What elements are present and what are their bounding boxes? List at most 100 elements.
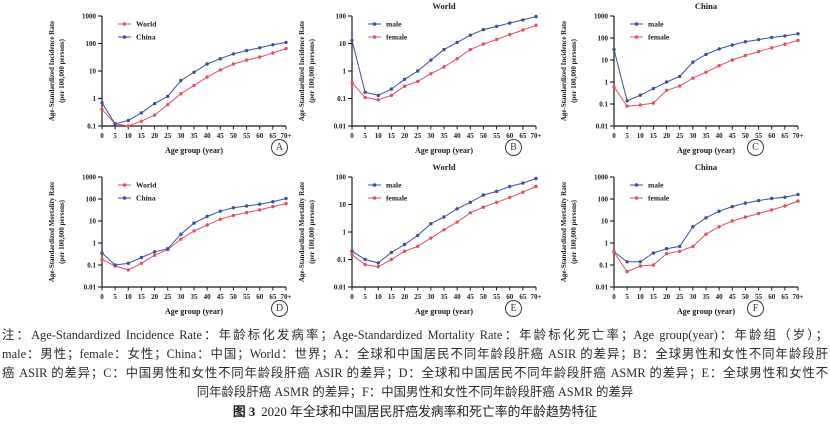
svg-text:female: female — [386, 33, 408, 42]
svg-text:5: 5 — [625, 132, 629, 140]
chart-canvas: 0.1 1 10 100 1000 0 5 10 15 20 25 30 35 40 45 50 55 60 65 7… — [48, 13, 292, 156]
svg-text:(per 100,000 persons): (per 100,000 persons) — [570, 199, 578, 264]
svg-text:0: 0 — [612, 132, 616, 140]
svg-text:30: 30 — [427, 293, 435, 301]
svg-text:20: 20 — [401, 293, 409, 301]
figure-title-text: 2020 年全球和中国居民肝癌发病率和死亡率的年龄趋势特征 — [261, 405, 598, 419]
svg-text:Age-Standardized Mortality Rat: Age-Standardized Mortality Rate — [298, 182, 306, 282]
figure-number-label: 图 3 — [232, 405, 256, 419]
chart-incidence-world-by-sex: 0.01 0.1 1 10 100 0 5 10 15 20 25 30 35 40 45 50 55 60 65 7… — [296, 0, 558, 163]
svg-text:50: 50 — [230, 132, 238, 140]
svg-text:100: 100 — [598, 35, 609, 43]
svg-text:1: 1 — [343, 229, 347, 237]
panel-C: 0.01 0.1 1 10 100 1000 0 5 10 15 20 25 30 35 40 45 50 55 6… — [558, 0, 830, 161]
svg-text:30: 30 — [177, 132, 185, 140]
svg-text:10: 10 — [125, 293, 132, 301]
svg-text:35: 35 — [191, 132, 199, 140]
svg-text:0.01: 0.01 — [84, 284, 97, 292]
svg-text:20: 20 — [151, 293, 159, 301]
svg-text:(per 100,000 persons): (per 100,000 persons) — [308, 199, 316, 264]
svg-text:0: 0 — [612, 293, 616, 301]
svg-text:100: 100 — [336, 174, 347, 182]
svg-text:30: 30 — [689, 132, 697, 140]
panel-A: 0.1 1 10 100 1000 0 5 10 15 20 25 30 35 40 45 50 55 60 65 7… — [0, 0, 296, 161]
svg-text:Age group (year): Age group (year) — [415, 307, 473, 316]
svg-text:40: 40 — [454, 132, 462, 140]
figure-grid: 0.1 1 10 100 1000 0 5 10 15 20 25 30 35 40 45 50 55 60 65 7… — [0, 0, 830, 322]
svg-text:65: 65 — [781, 132, 789, 140]
svg-text:Age-Standardized Incidence Rat: Age-Standardized Incidence Rate — [560, 21, 568, 121]
caption-note-line-3: 癌 ASIR 的差异；C：中国男性和女性不同年龄段肝癌 ASIR 的差异；D：全… — [2, 366, 828, 380]
panel-letter-D: D — [271, 300, 288, 317]
svg-text:10: 10 — [601, 218, 609, 226]
panel-E: 0.01 0.1 1 10 100 0 5 10 15 20 25 30 35 40 45 50 55 60 65 7… — [296, 161, 558, 322]
svg-text:World: World — [432, 162, 455, 172]
svg-text:10: 10 — [89, 218, 97, 226]
svg-text:0: 0 — [100, 293, 104, 301]
chart-canvas: 0.01 0.1 1 10 100 0 5 10 15 20 25 30 35 40 45 50 55 60 65 7… — [298, 162, 542, 316]
chart-incidence-china-by-sex: 0.01 0.1 1 10 100 1000 0 5 10 15 20 25 30 35 40 45 50 55 6… — [558, 0, 830, 163]
svg-text:15: 15 — [650, 293, 658, 301]
svg-text:70+: 70+ — [793, 293, 804, 301]
svg-text:25: 25 — [676, 293, 684, 301]
svg-text:10: 10 — [375, 293, 383, 301]
chart-canvas: 0.01 0.1 1 10 100 1000 0 5 10 15 20 25 30 35 40 45 50 55 6… — [560, 1, 804, 155]
svg-text:0: 0 — [350, 132, 354, 140]
svg-text:45: 45 — [729, 293, 737, 301]
chart-canvas: 0.01 0.1 1 10 100 1000 0 5 10 15 20 25 30 35 40 45 50 55 6… — [48, 174, 292, 317]
svg-text:20: 20 — [663, 132, 671, 140]
svg-text:10: 10 — [339, 201, 347, 209]
svg-text:10: 10 — [125, 132, 132, 140]
svg-text:70+: 70+ — [281, 132, 292, 140]
svg-text:male: male — [386, 20, 402, 29]
svg-text:35: 35 — [703, 293, 711, 301]
panel-D: 0.01 0.1 1 10 100 1000 0 5 10 15 20 25 30 35 40 45 50 55 6… — [0, 161, 296, 322]
svg-text:65: 65 — [519, 132, 527, 140]
svg-text:(per 100,000 persons): (per 100,000 persons) — [570, 38, 578, 103]
svg-text:15: 15 — [138, 132, 146, 140]
panel-B: 0.01 0.1 1 10 100 0 5 10 15 20 25 30 35 40 45 50 55 60 65 7… — [296, 0, 558, 161]
svg-text:45: 45 — [467, 293, 475, 301]
svg-text:Age-Standardized Mortality Rat: Age-Standardized Mortality Rate — [560, 182, 568, 282]
svg-text:0.1: 0.1 — [87, 262, 96, 270]
svg-text:1: 1 — [93, 240, 97, 248]
svg-text:China: China — [695, 1, 718, 11]
svg-text:5: 5 — [113, 293, 117, 301]
svg-text:25: 25 — [164, 132, 172, 140]
svg-text:50: 50 — [742, 293, 750, 301]
svg-text:20: 20 — [663, 293, 671, 301]
svg-text:10: 10 — [637, 293, 645, 301]
svg-text:0.1: 0.1 — [337, 256, 346, 264]
svg-text:5: 5 — [625, 293, 629, 301]
svg-text:female: female — [648, 33, 670, 42]
figure-title: 图 3 2020 年全球和中国居民肝癌发病率和死亡率的年龄趋势特征 — [2, 402, 828, 422]
svg-text:55: 55 — [493, 132, 501, 140]
svg-text:70+: 70+ — [281, 293, 292, 301]
svg-text:30: 30 — [689, 293, 697, 301]
svg-text:35: 35 — [441, 293, 449, 301]
svg-text:60: 60 — [256, 132, 264, 140]
svg-text:100: 100 — [598, 196, 609, 204]
svg-text:(per 100,000 persons): (per 100,000 persons) — [58, 38, 66, 103]
svg-text:0: 0 — [100, 132, 104, 140]
svg-text:55: 55 — [243, 293, 251, 301]
panel-F: 0.01 0.1 1 10 100 1000 0 5 10 15 20 25 30 35 40 45 50 55 6… — [558, 161, 830, 322]
panel-letter-C: C — [747, 139, 764, 156]
svg-text:65: 65 — [781, 293, 789, 301]
svg-text:40: 40 — [716, 293, 724, 301]
svg-text:Age-Standardized Incidence Rat: Age-Standardized Incidence Rate — [48, 21, 56, 121]
chart-canvas: 0.01 0.1 1 10 100 1000 0 5 10 15 20 25 30 35 40 45 50 55 6… — [560, 162, 804, 316]
chart-incidence-world-vs-china: 0.1 1 10 100 1000 0 5 10 15 20 25 30 35 40 45 50 55 60 65 7… — [46, 0, 296, 163]
svg-text:100: 100 — [86, 196, 97, 204]
svg-text:25: 25 — [414, 293, 422, 301]
svg-text:1: 1 — [605, 240, 609, 248]
svg-text:35: 35 — [441, 132, 449, 140]
svg-text:55: 55 — [243, 132, 251, 140]
svg-text:60: 60 — [506, 132, 514, 140]
svg-text:40: 40 — [204, 132, 212, 140]
svg-text:10: 10 — [89, 68, 97, 76]
svg-text:15: 15 — [388, 132, 396, 140]
svg-text:0.01: 0.01 — [334, 284, 347, 292]
svg-text:65: 65 — [269, 132, 277, 140]
caption-note-line-4: 同年龄段肝癌 ASMR 的差异；F：中国男性和女性不同年龄段肝癌 ASMR 的差… — [196, 385, 634, 399]
